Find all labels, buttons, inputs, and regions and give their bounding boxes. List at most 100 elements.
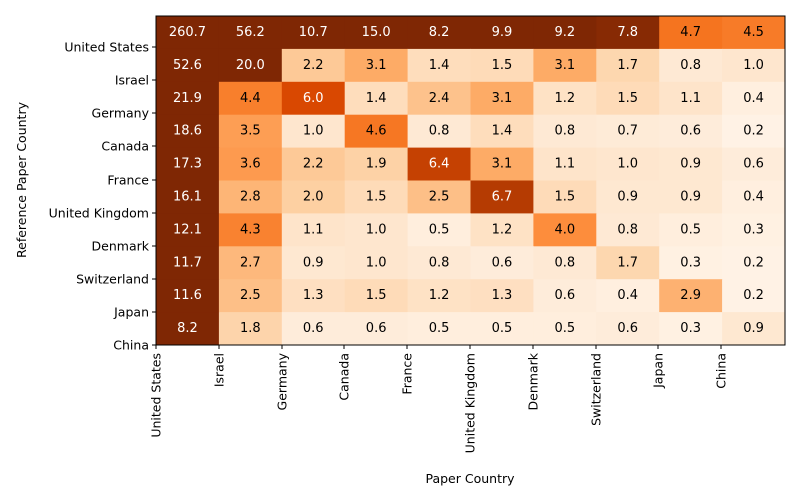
cell-value-label-r5-c0: 16.1 [173,189,202,204]
cell-value-label-r9-c5: 0.5 [492,321,513,336]
heatmap-cell-r5-c5 [470,180,534,214]
heatmap-cell-r4-c7 [596,147,660,181]
cell-value-label-r8-c1: 2.5 [240,288,261,303]
cell-value-label-r7-c0: 11.7 [173,255,202,270]
cell-value-label-r5-c1: 2.8 [240,189,261,204]
heatmap-cell-r5-c1 [218,180,283,214]
cell-value-label-r5-c3: 1.5 [366,189,387,204]
heatmap-cell-r8-c7 [596,279,660,313]
cell-value-label-r6-c5: 1.2 [492,222,513,237]
cell-value-label-r0-c0: 260.7 [169,25,206,40]
heatmap-cell-r2-c4 [407,81,471,116]
heatmap-cell-r3-c6 [533,114,597,149]
cell-value-label-r5-c2: 2.0 [303,189,324,204]
heatmap-cell-r3-c7 [596,114,660,149]
heatmap-cell-r8-c0 [156,279,220,313]
cell-value-label-r3-c4: 0.8 [429,124,450,139]
heatmap-cell-r4-c4 [407,147,471,181]
cell-value-label-r5-c8: 0.9 [680,189,701,204]
heatmap-cell-r0-c0 [156,16,220,50]
y-tick-label: United Kingdom [49,206,149,221]
x-tick-label: Canada [337,353,352,401]
y-tick-label: Japan [113,305,149,320]
heatmap-cell-r6-c5 [470,213,534,247]
heatmap-cell-r7-c8 [659,246,723,280]
cell-value-label-r1-c2: 2.2 [303,58,324,73]
cell-value-label-r5-c9: 0.4 [743,189,764,204]
heatmap-cell-r3-c9 [722,114,786,149]
y-axis-title: Reference Paper Country [14,101,29,258]
cell-value-label-r8-c5: 1.3 [492,288,513,303]
heatmap-cell-r8-c3 [344,279,409,313]
cell-value-label-r7-c2: 0.9 [303,255,324,270]
heatmap-cell-r1-c2 [281,48,346,83]
cell-value-label-r3-c3: 4.6 [366,124,387,139]
heatmap-cell-r9-c3 [344,312,409,346]
cell-value-label-r4-c7: 1.0 [617,157,638,172]
heatmap-cell-r6-c4 [407,213,471,247]
heatmap-cell-r3-c1 [218,114,283,149]
cell-value-label-r9-c9: 0.9 [743,321,764,336]
cell-value-label-r0-c7: 7.8 [617,25,638,40]
x-tick-label: Israel [212,353,227,387]
heatmap-cell-r1-c7 [596,48,660,83]
cell-value-label-r8-c6: 0.6 [555,288,576,303]
heatmap-cell-r6-c7 [596,213,660,247]
heatmap-cell-r2-c1 [218,81,283,116]
heatmap-cell-r0-c2 [281,16,346,50]
heatmap-cell-r1-c4 [407,48,471,83]
cell-value-label-r0-c4: 8.2 [429,25,450,40]
heatmap-cell-r6-c1 [218,213,283,247]
cell-value-label-r6-c6: 4.0 [555,222,576,237]
heatmap-cell-r7-c5 [470,246,534,280]
cell-value-label-r9-c6: 0.5 [555,321,576,336]
heatmap-cell-r1-c5 [470,48,534,83]
heatmap-cell-r8-c6 [533,279,597,313]
cell-value-label-r4-c6: 1.1 [555,157,576,172]
heatmap-cell-r6-c3 [344,213,409,247]
heatmap-cell-r3-c0 [156,114,220,149]
heatmap-cell-r8-c5 [470,279,534,313]
heatmap-cell-r4-c5 [470,147,534,181]
cell-value-label-r0-c1: 56.2 [236,25,265,40]
cell-value-label-r3-c1: 3.5 [240,124,261,139]
cell-value-label-r9-c2: 0.6 [303,321,324,336]
cell-value-label-r4-c2: 2.2 [303,157,324,172]
cell-value-label-r2-c1: 4.4 [240,91,261,106]
heatmap-cell-r5-c8 [659,180,723,214]
heatmap-cell-r3-c2 [281,114,346,149]
heatmap-cell-r8-c8 [659,279,723,313]
cell-value-label-r5-c4: 2.5 [429,189,450,204]
cell-value-label-r1-c7: 1.7 [617,58,638,73]
cell-value-label-r1-c5: 1.5 [492,58,513,73]
heatmap-cell-r3-c4 [407,114,471,149]
cell-value-label-r3-c7: 0.7 [617,124,638,139]
heatmap-cell-r7-c4 [407,246,471,280]
cell-value-label-r6-c7: 0.8 [617,222,638,237]
cell-value-label-r3-c2: 1.0 [303,124,324,139]
cell-value-label-r6-c1: 4.3 [240,222,261,237]
heatmap-cell-r1-c1 [218,48,283,83]
cell-value-label-r9-c0: 8.2 [177,321,198,336]
heatmap-cell-r8-c2 [281,279,346,313]
cell-value-label-r2-c5: 3.1 [492,91,513,106]
x-tick-label: China [714,353,729,389]
cell-value-label-r7-c1: 2.7 [240,255,261,270]
cell-value-label-r8-c7: 0.4 [617,288,638,303]
cell-value-label-r5-c5: 6.7 [492,189,513,204]
cell-value-label-r6-c3: 1.0 [366,222,387,237]
heatmap-cell-r0-c6 [533,16,597,50]
heatmap-cell-r7-c1 [218,246,283,280]
heatmap-cell-r3-c3 [344,114,409,149]
heatmap-cell-r2-c0 [156,81,220,116]
cell-value-label-r4-c0: 17.3 [173,157,202,172]
x-tick-label: United Kingdom [463,353,478,453]
heatmap-cells: 260.7 56.2 10.7 15.0 8.2 9.9 9.2 7.8 4.7 4.5 52.6 2… [156,16,786,346]
heatmap-cell-r4-c1 [218,147,283,181]
y-axis-ticks: United States Israel Germany Canada France Un… [49,40,156,353]
heatmap-cell-r2-c5 [470,81,534,116]
cell-value-label-r9-c3: 0.6 [366,321,387,336]
heatmap-cell-r7-c6 [533,246,597,280]
cell-value-label-r2-c0: 21.9 [173,91,202,106]
